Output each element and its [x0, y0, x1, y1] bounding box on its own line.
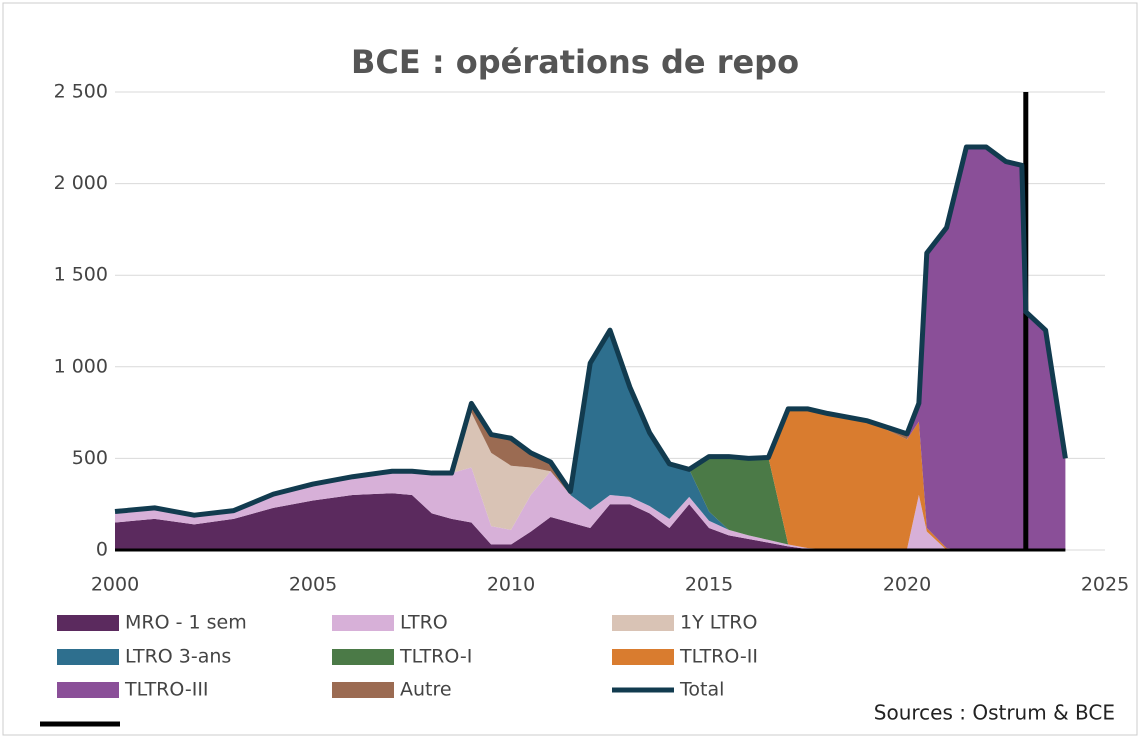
legend-label: Total: [679, 679, 724, 701]
x-tick-label: 2025: [1081, 574, 1129, 596]
area: [115, 146, 1066, 550]
y-tick-label: 0: [96, 539, 108, 561]
y-tick-label: 1 000: [54, 355, 108, 377]
x-tick-label: 2020: [883, 574, 931, 596]
legend-label: MRO - 1 sem: [125, 612, 247, 634]
x-tick-label: 2005: [289, 574, 337, 596]
legend-swatch: [332, 615, 394, 631]
legend-label: TLTRO-III: [124, 679, 209, 701]
y-tick-label: 2 500: [54, 81, 108, 103]
legend-swatch: [612, 615, 674, 631]
legend-swatch: [332, 649, 394, 665]
legend-label: 1Y LTRO: [680, 612, 757, 634]
chart-title: BCE : opérations de repo: [351, 43, 799, 81]
legend-label: TLTRO-II: [679, 646, 758, 668]
source-note: Sources : Ostrum & BCE: [874, 701, 1115, 725]
legend-swatch: [57, 649, 119, 665]
x-tick-label: 2015: [685, 574, 733, 596]
legend-swatch: [612, 649, 674, 665]
x-tick-label: 2010: [487, 574, 535, 596]
line: [114, 144, 1068, 518]
legend-label: TLTRO-I: [399, 646, 472, 668]
legend-swatch: [332, 682, 394, 698]
area: [115, 493, 1066, 550]
legend-label: LTRO 3-ans: [125, 646, 231, 668]
x-tick-label: 2000: [91, 574, 139, 596]
y-tick-label: 1 500: [54, 264, 108, 286]
legend-label: Autre: [400, 679, 452, 701]
legend-swatch: [57, 615, 119, 631]
y-tick-label: 500: [72, 447, 108, 469]
area: [115, 330, 1066, 550]
legend-label: LTRO: [400, 612, 448, 634]
area: [115, 467, 1066, 550]
area: [115, 330, 1066, 550]
y-tick-label: 2 000: [54, 172, 108, 194]
legend-swatch: [57, 682, 119, 698]
